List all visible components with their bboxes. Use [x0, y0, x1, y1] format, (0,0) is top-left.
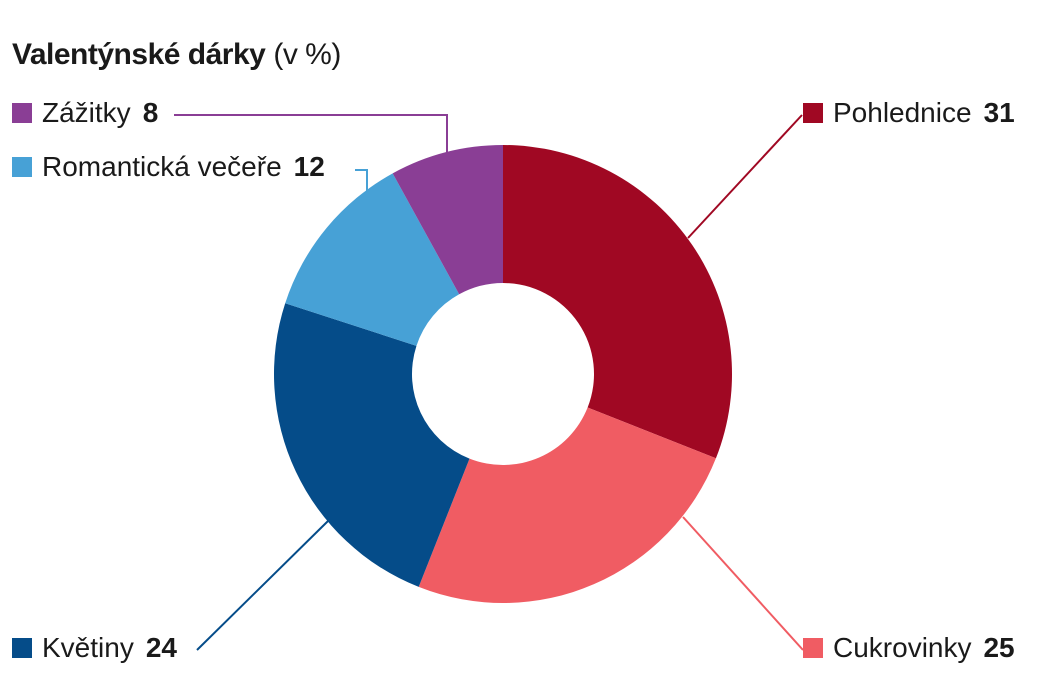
legend-swatch-0	[803, 103, 823, 123]
slice-1	[418, 407, 716, 604]
legend-label-2: Květiny	[42, 632, 134, 663]
data-label-4: 8	[142, 97, 159, 128]
legend-label-3: Romantická večeře	[42, 151, 282, 182]
legend-item-3: Romantická večeře 12	[12, 151, 325, 183]
slice-3	[285, 173, 460, 346]
slice-4	[392, 145, 503, 295]
chart-unit: (v %)	[273, 38, 341, 71]
slice-2	[274, 303, 470, 587]
data-label-0: 31	[983, 97, 1015, 128]
legend-swatch-3	[12, 157, 32, 177]
chart-title: Valentýnské dárky (v %)	[12, 38, 341, 72]
legend-label-1: Cukrovinky	[833, 632, 972, 663]
legend-label-0: Pohlednice	[833, 97, 972, 128]
chart-title-text: Valentýnské dárky	[12, 38, 266, 71]
legend-swatch-2	[12, 638, 32, 658]
leader-line-2	[196, 520, 329, 651]
slice-0	[503, 145, 732, 459]
legend-item-1: Cukrovinky 25	[803, 632, 1015, 664]
leader-line-1	[682, 516, 804, 651]
legend-swatch-4	[12, 103, 32, 123]
legend-item-0: Pohlednice 31	[803, 97, 1015, 129]
legend-label-4: Zážitky	[42, 97, 131, 128]
data-label-2: 24	[145, 632, 177, 663]
legend-item-2: Květiny 24	[12, 632, 177, 664]
leader-line-0	[687, 114, 803, 239]
leader-line-3	[355, 169, 368, 192]
legend-item-4: Zážitky 8	[12, 97, 158, 129]
legend-swatch-1	[803, 638, 823, 658]
data-label-3: 12	[293, 151, 325, 182]
leader-line-4	[174, 114, 448, 158]
data-label-1: 25	[983, 632, 1015, 663]
